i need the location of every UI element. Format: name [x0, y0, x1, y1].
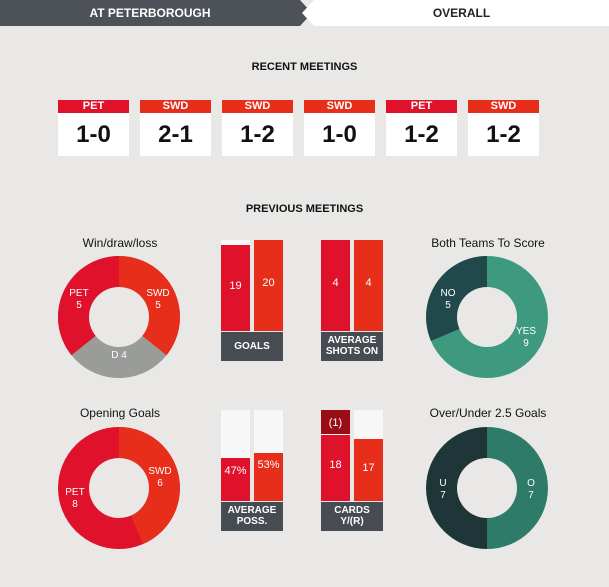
under-slice: [426, 427, 487, 549]
shots-caption: AVERAGE SHOTS ON: [321, 332, 383, 361]
shots-bar-swd: [354, 240, 383, 331]
opening-pet-label: PET 8: [65, 487, 85, 510]
goals-pet-value: 19: [229, 280, 242, 292]
meeting-score: 1-0: [304, 113, 375, 156]
donut-hole: [457, 287, 517, 347]
meeting-score: 2-1: [140, 113, 211, 156]
poss-bar-pet: [221, 458, 250, 501]
goals-caption: GOALS: [221, 332, 283, 361]
over-under-title: Over/Under 2.5 Goals: [429, 406, 547, 420]
wdl-swd-slice: [119, 256, 180, 356]
goals-bar-swd: [254, 240, 283, 331]
over-slice: [487, 427, 548, 549]
cards-red-value: (1): [328, 417, 343, 429]
wdl-swd-label: SWD 5: [146, 288, 170, 311]
cards-widget: (1) 18 17 CARDS Y/(R): [321, 410, 383, 532]
recent-meeting-2: SWD 2-1: [140, 100, 211, 156]
goals-widget: 19 20 GOALS: [221, 240, 283, 362]
wdl-title: Win/draw/loss: [82, 236, 158, 250]
poss-swd-value: 53%: [257, 459, 280, 471]
meeting-team: SWD: [304, 100, 375, 113]
btts-no-label: NO 5: [440, 288, 456, 311]
recent-meeting-5: PET 1-2: [386, 100, 457, 156]
meeting-score: 1-2: [386, 113, 457, 156]
btts-title: Both Teams To Score: [431, 236, 545, 250]
opening-swd-label: SWD 6: [148, 466, 172, 489]
cards-swd-value: 17: [362, 462, 375, 474]
wdl-donut: [58, 256, 180, 378]
shots-swd-value: 4: [365, 277, 372, 289]
opening-goals-title: Opening Goals: [79, 406, 161, 420]
tab-at-peterborough[interactable]: AT PETERBOROUGH: [0, 0, 312, 26]
over-under-donut: [426, 427, 548, 549]
cards-pet-value: 18: [329, 459, 342, 471]
donut-hole: [89, 458, 149, 518]
recent-meeting-4: SWD 1-0: [304, 100, 375, 156]
meeting-team: SWD: [222, 100, 293, 113]
tab-bar: AT PETERBOROUGH OVERALL: [0, 0, 609, 26]
tab-overall[interactable]: OVERALL: [302, 0, 609, 26]
recent-meeting-1: PET 1-0: [58, 100, 129, 156]
opening-goals-donut: [58, 427, 180, 549]
goals-swd-value: 20: [262, 277, 275, 289]
meeting-score: 1-2: [222, 113, 293, 156]
poss-caption: AVERAGE POSS.: [221, 502, 283, 531]
cards-bar-pet: [321, 435, 350, 501]
cards-red-bar: [321, 410, 350, 434]
shots-widget: 4 4 AVERAGE SHOTS ON: [321, 240, 383, 362]
meeting-team: PET: [386, 100, 457, 113]
donut-hole: [457, 458, 517, 518]
btts-donut: [426, 256, 548, 378]
poss-pet-value: 47%: [224, 465, 247, 477]
recent-meeting-6: SWD 1-2: [468, 100, 539, 156]
shots-bar-pet: [321, 240, 350, 331]
possession-widget: 47% 53% AVERAGE POSS.: [221, 410, 283, 532]
opening-swd-slice: [119, 427, 180, 544]
poss-bar-swd: [254, 453, 283, 501]
donut-hole: [89, 287, 149, 347]
previous-meetings-title: PREVIOUS MEETINGS: [245, 203, 364, 215]
meeting-team: SWD: [140, 100, 211, 113]
cards-caption: CARDS Y/(R): [321, 502, 383, 531]
recent-meeting-3: SWD 1-2: [222, 100, 293, 156]
meeting-score: 1-0: [58, 113, 129, 156]
meeting-team: PET: [58, 100, 129, 113]
btts-yes-label: YES 9: [515, 326, 536, 349]
meeting-score: 1-2: [468, 113, 539, 156]
meeting-team: SWD: [468, 100, 539, 113]
wdl-pet-slice: [58, 256, 119, 356]
shots-pet-value: 4: [332, 277, 339, 289]
recent-meetings-title: RECENT MEETINGS: [251, 61, 358, 73]
wdl-draw-label: D 4: [111, 350, 127, 361]
cards-bar-swd: [354, 439, 383, 501]
wdl-pet-label: PET 5: [69, 288, 89, 311]
goals-bar-pet: [221, 245, 250, 331]
